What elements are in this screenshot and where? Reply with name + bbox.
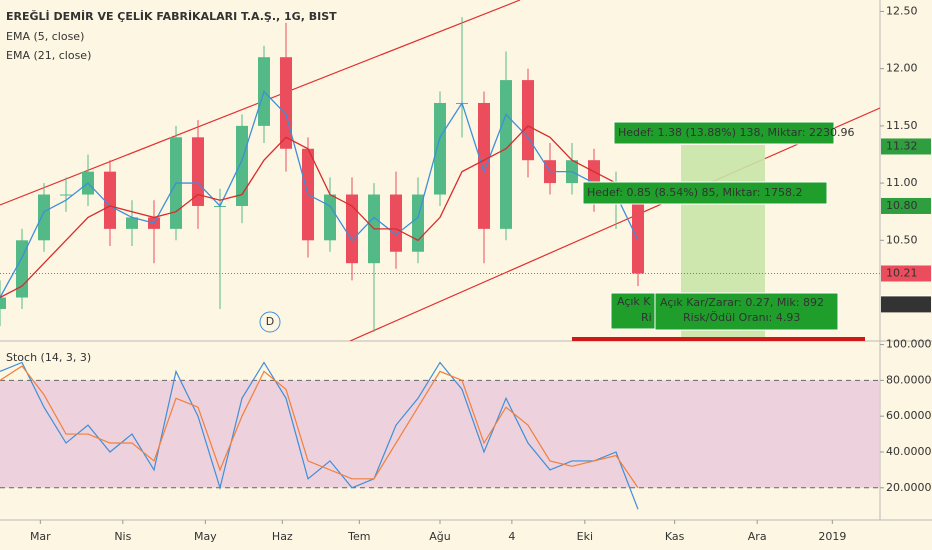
y-tick-label: 11.50 [886, 119, 918, 132]
price-marker [881, 265, 931, 282]
series-line [0, 125, 639, 299]
legend-entry: EMA (21, close) [6, 49, 91, 62]
annotation-text: Açık K [617, 295, 651, 308]
trend-line [349, 107, 880, 341]
annotation-text: Risk/Ödül Oranı: 4.93 [683, 311, 800, 324]
candle-body [192, 137, 204, 206]
candle-body [500, 80, 512, 229]
annotation-text: Açık Kar/Zarar: 0.27, Mik: 892 [660, 296, 824, 309]
x-tick-label: Mar [30, 530, 51, 543]
price-marker-label: 10.80 [886, 199, 918, 212]
legend-entry: EMA (5, close) [6, 30, 84, 43]
band-fill [0, 380, 880, 488]
candle-body [0, 297, 6, 309]
price-marker-label: 10.21 [886, 266, 918, 279]
x-tick-label: Kas [665, 530, 685, 543]
series-line [0, 361, 639, 510]
y-tick-label: 12.50 [886, 4, 918, 17]
x-tick-label: 4 [508, 530, 515, 543]
x-tick-label: Eki [577, 530, 593, 543]
candle-body [632, 194, 644, 274]
y-tick-label: 80.0000 [886, 373, 932, 386]
x-tick-label: May [194, 530, 217, 543]
candle-body [390, 194, 402, 252]
y-tick-label: 20.0000 [886, 481, 932, 494]
x-tick-label: Haz [272, 530, 293, 543]
candle-body [478, 102, 490, 229]
candle-body [236, 125, 248, 206]
candle-body [434, 102, 446, 195]
y-tick-label: 12.00 [886, 62, 918, 75]
price-marker-label: 9.94 [886, 297, 911, 310]
annotation-text: Ri [641, 311, 652, 324]
x-tick-label: Ağu [429, 530, 450, 543]
dividend-marker [259, 311, 281, 333]
price-marker [881, 296, 931, 313]
price-marker-label: 11.32 [886, 139, 918, 152]
y-tick-label: 10.50 [886, 233, 918, 246]
candle-body [346, 194, 358, 264]
y-tick-label: 40.0000 [886, 445, 932, 458]
chart-title: EREĞLİ DEMİR VE ÇELİK FABRİKALARI T.A.Ş.… [6, 9, 337, 23]
candle-body [104, 171, 116, 229]
x-tick-label: 2019 [818, 530, 846, 543]
dividend-label: D [266, 315, 274, 328]
annotation-box [582, 181, 828, 205]
candle-body [522, 80, 534, 161]
annotation-box [654, 292, 839, 331]
x-tick-label: Nis [114, 530, 131, 543]
x-tick-label: Ara [748, 530, 767, 543]
candle-body [126, 217, 138, 229]
candle-body [280, 57, 292, 149]
price-marker [881, 197, 931, 214]
plot-area [0, 361, 880, 510]
price-marker [881, 138, 931, 155]
series-line [0, 365, 639, 489]
annotation-text: Hedef: 1.38 (13.88%) 138, Miktar: 2230.9… [618, 126, 854, 139]
candle-body [60, 194, 72, 196]
stop-bar [572, 337, 865, 341]
candle-body [324, 194, 336, 241]
y-tick-label: 60.0000 [886, 409, 932, 422]
series-line [0, 90, 639, 298]
annotation-text: Hedef: 0.85 (8.54%) 85, Miktar: 1758.2 [587, 186, 802, 199]
candle-body [38, 194, 50, 241]
y-tick-label: 11.00 [886, 176, 918, 189]
x-tick-label: Tem [347, 530, 370, 543]
y-tick-label: 100.0000 [886, 338, 932, 351]
annotation-box [613, 121, 835, 145]
indicator-title: Stoch (14, 3, 3) [6, 351, 91, 364]
